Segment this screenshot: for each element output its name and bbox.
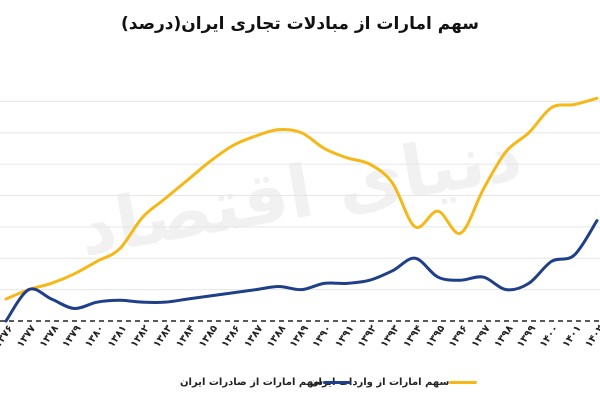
- x-tick-label: ۱۳۸۶: [220, 323, 243, 349]
- x-tick-label: ۱۳۷۶: [0, 323, 15, 349]
- x-tick-label: ۱۴۰۰: [538, 323, 561, 349]
- legend-label-exports: سهم امارات از صادرات ایران: [180, 376, 324, 388]
- chart-title: سهم امارات از مبادلات تجاری ایران(درصد): [120, 14, 480, 34]
- legend-label-imports: سهم امارات از واردات ایران: [310, 376, 450, 388]
- x-tick-labels: ۱۳۷۶ ۱۳۷۷ ۱۳۷۸ ۱۳۷۹ ۱۳۸۰ ۱۳۸۱ ۱۳۸۲ ۱۳۸۳ ۱۳۸۴ ۱۳۸۵…: [0, 323, 600, 349]
- x-tick-label: ۱۳۹۹: [515, 323, 538, 349]
- x-tick-label: ۱۴۰۲: [583, 323, 600, 349]
- series-layer: [4, 96, 599, 323]
- x-tick-label: ۱۳۹۶: [447, 323, 470, 349]
- x-tick-label: ۱۳۹۲: [356, 323, 379, 349]
- x-tick-label: ۱۳۷۸: [38, 323, 61, 349]
- x-tick-label: ۱۳۸۲: [129, 323, 152, 349]
- x-tick-label: ۱۳۸۰: [83, 323, 106, 349]
- x-tick-label: ۱۳۷۹: [61, 323, 84, 349]
- legend-item-exports: سهم امارات از صادرات ایران: [180, 373, 357, 391]
- x-tick-label: ۱۳۸۹: [288, 323, 311, 349]
- x-tick-label: ۱۳۹۰: [311, 323, 334, 349]
- x-tick-label: ۱۳۸۳: [152, 323, 175, 349]
- x-tick-label: ۱۳۷۷: [15, 323, 38, 349]
- series-line-exports: [4, 219, 599, 323]
- x-tick-label: ۱۳۸۵: [197, 323, 220, 349]
- x-tick-label: ۱۳۹۴: [402, 323, 425, 349]
- x-tick-label: ۱۳۹۷: [470, 323, 493, 349]
- x-tick-label: ۱۳۸۸: [265, 323, 288, 349]
- legend-swatch-exports: [323, 380, 352, 384]
- gridlines: [0, 100, 600, 291]
- legend-item-imports: سهم امارات از واردات ایران: [310, 373, 483, 391]
- x-tick-label: ۱۳۹۳: [379, 323, 402, 349]
- x-tick-label: ۱۳۹۱: [333, 323, 356, 349]
- x-tick-label: ۱۳۹۵: [424, 323, 447, 349]
- legend: سهم امارات از واردات ایران سهم امارات از…: [0, 373, 600, 391]
- x-tick-label: ۱۳۸۷: [242, 323, 265, 349]
- legend-swatch-imports: [449, 380, 478, 384]
- x-tick-label: ۱۳۸۴: [174, 323, 197, 349]
- x-tick-label: ۱۴۰۱: [561, 323, 584, 349]
- x-tick-label: ۱۳۹۸: [493, 323, 516, 349]
- x-tick-label: ۱۳۸۱: [106, 323, 129, 349]
- series-line-imports: [4, 96, 599, 301]
